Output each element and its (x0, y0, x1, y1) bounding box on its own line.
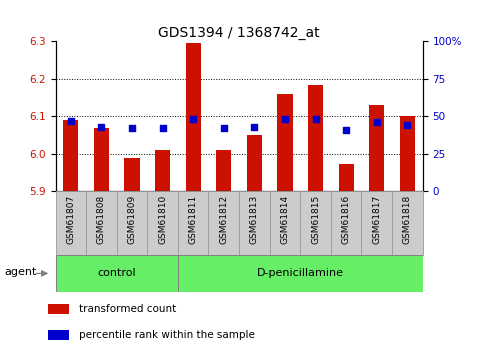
Bar (339, 165, 354, 191)
Point (220, 126, 227, 131)
Point (403, 123, 411, 128)
Point (98, 124, 105, 130)
Bar (178, 191, 209, 255)
Bar (361, 191, 392, 255)
Text: GSM61818: GSM61818 (403, 195, 412, 244)
Bar (48, 304, 69, 314)
Text: GSM61809: GSM61809 (128, 195, 137, 244)
Title: GDS1394 / 1368742_at: GDS1394 / 1368742_at (158, 26, 320, 40)
Text: transformed count: transformed count (79, 304, 176, 314)
Bar (117, 191, 147, 255)
Text: GSM61807: GSM61807 (66, 195, 75, 244)
Bar (178, 255, 423, 292)
Bar (369, 105, 384, 191)
Point (128, 126, 136, 131)
Bar (86, 191, 117, 255)
Bar (216, 150, 231, 191)
Point (312, 117, 319, 122)
Bar (331, 191, 361, 255)
Bar (277, 94, 293, 191)
Bar (94, 128, 109, 191)
Text: percentile rank within the sample: percentile rank within the sample (79, 330, 255, 340)
Text: GSM61817: GSM61817 (372, 195, 381, 244)
Text: agent: agent (4, 267, 37, 277)
Bar (300, 191, 331, 255)
Bar (63, 120, 78, 191)
Text: GSM61816: GSM61816 (341, 195, 351, 244)
Point (373, 120, 381, 125)
Bar (270, 191, 300, 255)
Point (159, 126, 167, 131)
Bar (308, 85, 323, 191)
Text: GSM61810: GSM61810 (158, 195, 167, 244)
Bar (400, 117, 415, 191)
Point (251, 124, 258, 130)
Bar (239, 191, 270, 255)
Bar (56, 191, 86, 255)
Text: GSM61808: GSM61808 (97, 195, 106, 244)
Bar (392, 191, 423, 255)
Text: GSM61812: GSM61812 (219, 195, 228, 244)
Text: GSM61813: GSM61813 (250, 195, 259, 244)
Point (342, 127, 350, 133)
Text: control: control (98, 268, 136, 278)
Point (189, 117, 197, 122)
Bar (247, 135, 262, 191)
Bar (56, 255, 178, 292)
Text: GSM61814: GSM61814 (281, 195, 289, 244)
Bar (185, 43, 201, 191)
Bar (209, 191, 239, 255)
Text: GSM61815: GSM61815 (311, 195, 320, 244)
Bar (147, 191, 178, 255)
Text: D-penicillamine: D-penicillamine (257, 268, 344, 278)
Text: GSM61811: GSM61811 (189, 195, 198, 244)
Bar (48, 330, 69, 339)
Point (67, 118, 75, 124)
Point (281, 117, 289, 122)
Bar (125, 158, 140, 191)
Bar (155, 150, 170, 191)
